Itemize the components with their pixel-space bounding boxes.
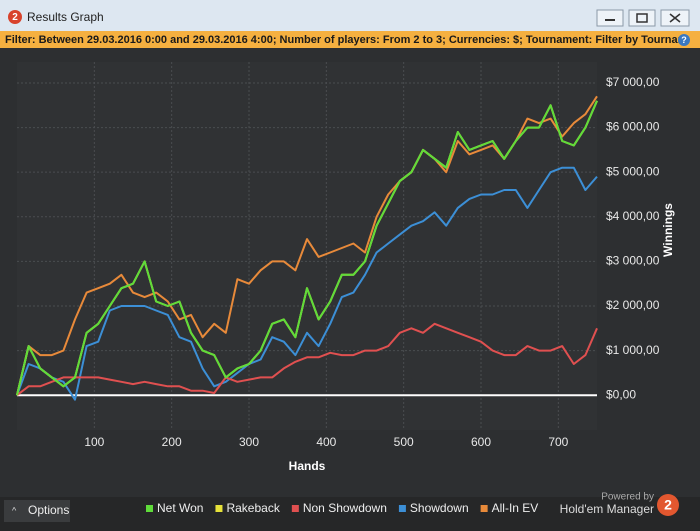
series-line (16, 166, 598, 401)
x-tick-label: 200 (162, 435, 182, 449)
y-tick-label: $2 000,00 (606, 298, 660, 312)
legend-swatch (291, 505, 299, 512)
brand: Hold'em Manager (560, 502, 654, 516)
brand-logo-text: 2 (664, 497, 672, 513)
title-bar (0, 0, 700, 31)
y-tick-label: $4 000,00 (606, 209, 660, 223)
legend-label: Non Showdown (303, 501, 387, 515)
legend-swatch (146, 505, 153, 512)
y-tick-label: $3 000,00 (606, 254, 660, 268)
x-tick-label: 100 (84, 435, 104, 449)
options-arrow: ^ (12, 505, 17, 515)
y-tick-label: $0,00 (606, 387, 636, 401)
minimize-icon (605, 19, 615, 21)
options-button[interactable] (4, 500, 70, 522)
close-icon (669, 13, 681, 23)
app-icon (8, 10, 22, 24)
legend-label: Net Won (157, 501, 203, 515)
filter-text: Filter: Between 29.03.2016 0:00 and 29.0… (5, 34, 700, 46)
legend: Net Won Rakeback Non Showdown Showdown All-I… (146, 501, 538, 515)
powered-by: Powered by (601, 492, 654, 503)
options-label: Options (28, 503, 69, 517)
legend-swatch (480, 505, 488, 512)
y-axis-label: Winnings (661, 203, 675, 257)
legend-swatch (215, 505, 223, 512)
minimize-button[interactable] (596, 9, 624, 27)
help-icon: ? (681, 35, 687, 45)
maximize-icon (636, 13, 648, 23)
series-line (16, 100, 598, 396)
x-tick-label: 700 (548, 435, 568, 449)
legend-label: Showdown (410, 501, 469, 515)
help-button[interactable] (678, 34, 690, 46)
maximize-button[interactable] (628, 9, 656, 27)
series-line (16, 322, 598, 396)
legend-label: All-In EV (492, 501, 539, 515)
brand-logo (657, 494, 679, 516)
bottom-bar (0, 497, 700, 531)
filter-bar (0, 31, 700, 48)
window-controls[interactable] (596, 9, 690, 27)
x-tick-label: 300 (239, 435, 259, 449)
x-tick-label: 600 (471, 435, 491, 449)
app-icon-text: 2 (12, 12, 18, 23)
x-axis-label: Hands (289, 459, 326, 473)
legend-swatch (398, 505, 406, 512)
y-tick-label: $1 000,00 (606, 343, 660, 357)
plot-area (17, 62, 597, 430)
y-tick-label: $6 000,00 (606, 120, 660, 134)
y-tick-label: $5 000,00 (606, 164, 660, 178)
legend-label: Rakeback (226, 501, 280, 515)
y-tick-label: $7 000,00 (606, 75, 660, 89)
x-tick-label: 500 (394, 435, 414, 449)
x-tick-label: 400 (316, 435, 336, 449)
window-title: Results Graph (27, 10, 104, 24)
